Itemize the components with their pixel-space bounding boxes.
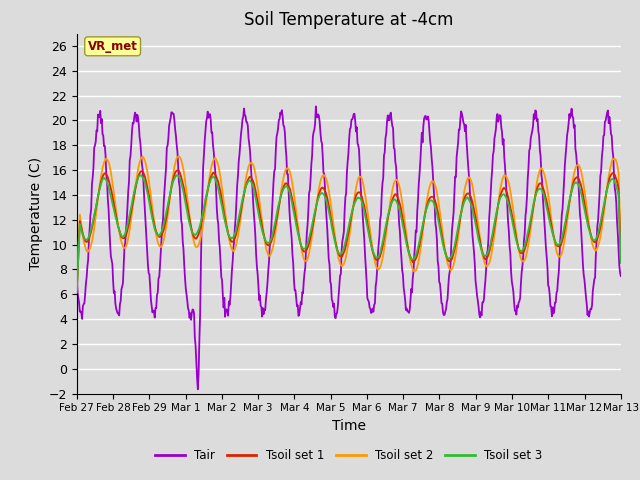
Legend: Tair, Tsoil set 1, Tsoil set 2, Tsoil set 3: Tair, Tsoil set 1, Tsoil set 2, Tsoil se… (150, 444, 547, 467)
Text: VR_met: VR_met (88, 40, 138, 53)
Title: Soil Temperature at -4cm: Soil Temperature at -4cm (244, 11, 454, 29)
X-axis label: Time: Time (332, 419, 366, 433)
Y-axis label: Temperature (C): Temperature (C) (29, 157, 43, 270)
